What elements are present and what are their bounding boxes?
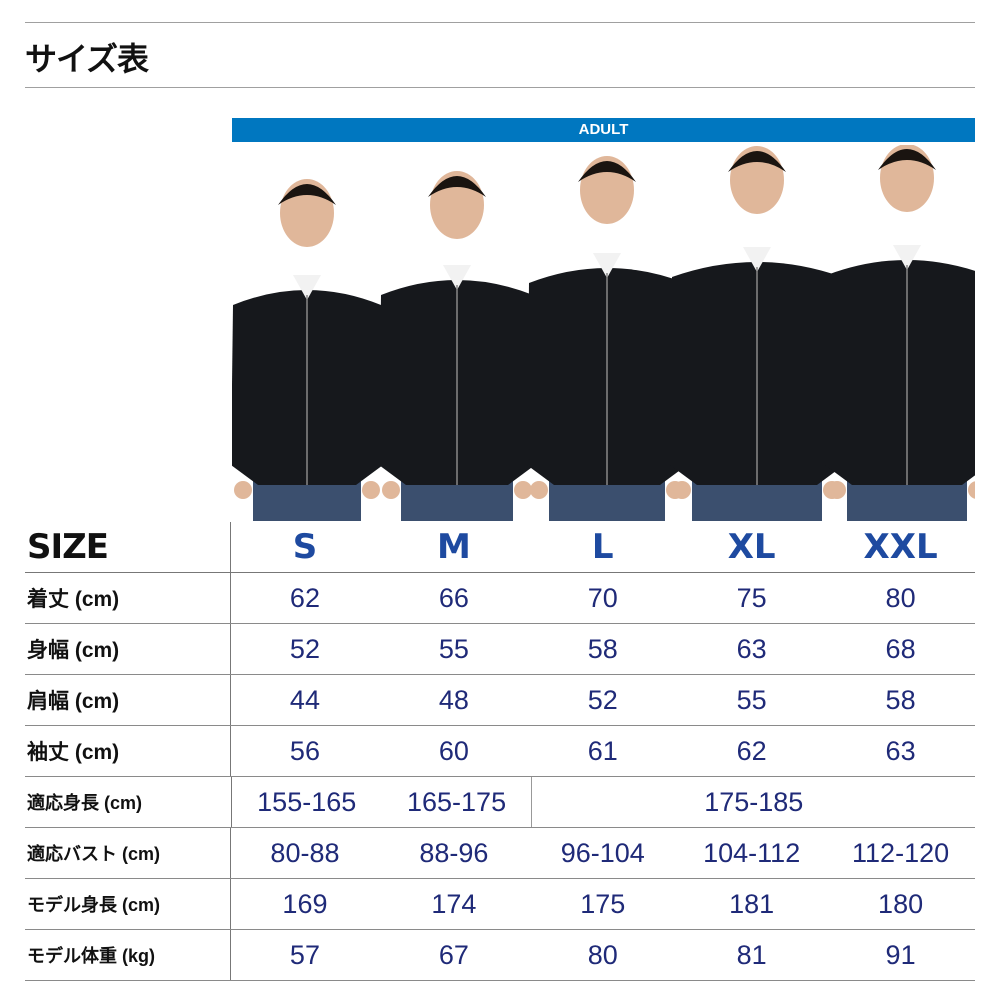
table-cell: 55: [736, 684, 767, 715]
model-figure-s: [232, 179, 383, 521]
table-cell: 62: [736, 735, 767, 766]
table-cell: 80: [587, 939, 618, 970]
table-cell: 175-185: [531, 777, 975, 827]
table-cell: 96-104: [560, 837, 645, 868]
model-figure-m: [379, 171, 535, 521]
row-label: 袖丈 (cm): [25, 726, 231, 776]
table-row: 着丈 (cm) 62 66 70 75 80: [25, 573, 975, 624]
table-cell: 68: [885, 633, 916, 664]
table-cell: 52: [289, 633, 320, 664]
row-label: 肩幅 (cm): [25, 675, 231, 725]
row-label: モデル身長 (cm): [25, 879, 231, 929]
table-cell: 63: [885, 735, 916, 766]
table-cell: 104-112: [703, 837, 801, 868]
table-cell: 88-96: [419, 837, 489, 868]
table-cell: 60: [438, 735, 469, 766]
table-row: 身幅 (cm) 52 55 58 63 68: [25, 624, 975, 675]
table-cell: 57: [289, 939, 320, 970]
table-row: モデル身長 (cm) 169 174 175 181 180: [25, 879, 975, 930]
table-cell: 169: [282, 888, 328, 919]
table-cell: 70: [587, 582, 618, 613]
model-photos: [232, 145, 975, 521]
page-title: サイズ表: [25, 40, 149, 78]
table-cell: 165-175: [407, 786, 507, 817]
table-row: 袖丈 (cm) 56 60 61 62 63: [25, 726, 975, 777]
table-row: 適応バスト (cm) 80-88 88-96 96-104 104-112 112-120: [25, 828, 975, 879]
size-s: S: [292, 527, 318, 567]
row-label: 適応身長 (cm): [25, 777, 232, 827]
table-cell: 80-88: [270, 837, 340, 868]
table-cell: 63: [736, 633, 767, 664]
size-l: L: [591, 527, 614, 567]
table-row: 肩幅 (cm) 44 48 52 55 58: [25, 675, 975, 726]
table-cell: 155-165: [257, 786, 357, 817]
model-figure-xxl: [825, 145, 975, 521]
adult-header-band: ADULT: [232, 118, 975, 142]
size-table: SIZE S M L XL XXL 着丈 (cm) 62 66 70 75 80 身幅 (cm) 52 55…: [25, 522, 975, 981]
size-xxl: XXL: [863, 527, 938, 567]
table-cell: 67: [438, 939, 469, 970]
table-cell: 66: [438, 582, 469, 613]
table-cell: 91: [885, 939, 916, 970]
row-label: 身幅 (cm): [25, 624, 231, 674]
table-cell: 180: [878, 888, 924, 919]
table-row: 適応身長 (cm) 155-165 165-175 175-185: [25, 777, 975, 828]
table-cell: 81: [736, 939, 767, 970]
table-cell: 181: [729, 888, 775, 919]
table-cell: 62: [289, 582, 320, 613]
table-cell: 48: [438, 684, 469, 715]
table-cell: 174: [431, 888, 477, 919]
row-label: 着丈 (cm): [25, 573, 231, 623]
table-cell: 55: [438, 633, 469, 664]
size-xl: XL: [727, 527, 776, 567]
size-m: M: [436, 527, 471, 567]
table-cell: 58: [587, 633, 618, 664]
table-row: モデル体重 (kg) 57 67 80 81 91: [25, 930, 975, 981]
table-cell: 61: [587, 735, 618, 766]
table-cell: 75: [736, 582, 767, 613]
table-cell: 44: [289, 684, 320, 715]
table-cell: 80: [885, 582, 916, 613]
table-cell: 52: [587, 684, 618, 715]
size-header-row: SIZE S M L XL XXL: [25, 522, 975, 573]
row-label: モデル体重 (kg): [25, 930, 231, 980]
title-divider: [25, 87, 975, 88]
model-figure-l: [527, 156, 687, 521]
table-cell: 112-120: [852, 837, 950, 868]
size-label: SIZE: [25, 522, 231, 572]
table-cell: 175: [580, 888, 626, 919]
top-divider: [25, 22, 975, 23]
model-figure-xl: [670, 146, 844, 521]
row-label: 適応バスト (cm): [25, 828, 231, 878]
table-cell: 56: [289, 735, 320, 766]
table-cell: 58: [885, 684, 916, 715]
